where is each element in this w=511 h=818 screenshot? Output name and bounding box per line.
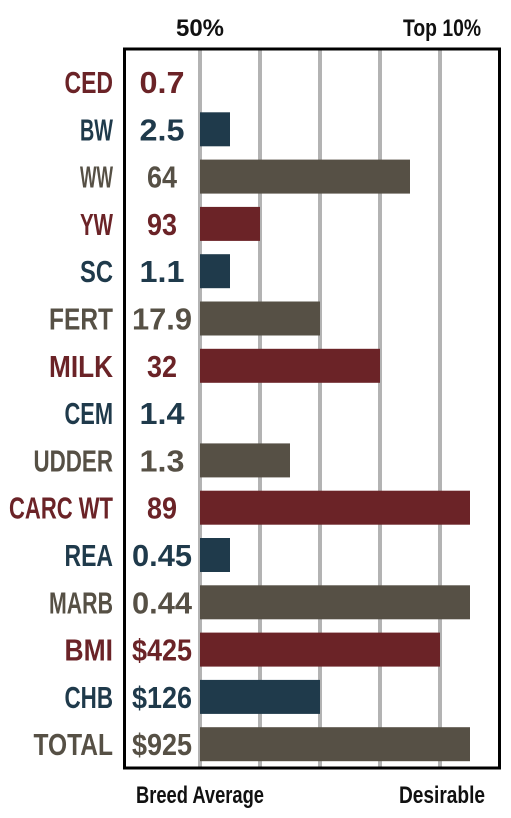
bar-rea: [200, 538, 230, 572]
trait-value: 1.4: [140, 396, 186, 431]
trait-label: CEM: [65, 396, 114, 431]
trait-value: $126: [132, 680, 192, 715]
trait-label: REA: [65, 538, 114, 573]
bars: [200, 112, 470, 762]
bar-fert: [200, 301, 320, 336]
trait-value: 93: [147, 207, 177, 242]
trait-value: 0.44: [132, 585, 193, 620]
trait-value: $425: [132, 633, 192, 668]
bar-sc: [200, 254, 230, 289]
trait-label: CARC WT: [9, 491, 113, 526]
bar-carc-wt: [200, 490, 470, 525]
trait-value: 0.7: [140, 65, 185, 100]
trait-label: TOTAL: [34, 727, 114, 762]
bottom-label-breed-average: Breed Average: [136, 782, 264, 809]
bar-total: [200, 727, 470, 762]
bar-bw: [200, 112, 230, 147]
trait-label: BMI: [65, 633, 114, 668]
trait-label: CED: [65, 65, 114, 100]
trait-label: YW: [80, 207, 113, 242]
top-label-top10: Top 10%: [403, 15, 481, 42]
trait-value: 1.1: [140, 254, 185, 289]
trait-value: 2.5: [140, 112, 185, 147]
trait-value: 32: [147, 349, 177, 384]
trait-value: 17.9: [132, 302, 192, 337]
trait-value: $925: [132, 727, 192, 762]
top-label-50: 50%: [176, 15, 224, 42]
bar-chb: [200, 679, 320, 714]
bar-bmi: [200, 632, 440, 667]
trait-label: SC: [80, 254, 113, 289]
trait-value: 0.45: [132, 538, 192, 573]
trait-value: 1.3: [140, 443, 185, 478]
chart-frame: [123, 47, 501, 770]
bar-marb: [200, 585, 470, 620]
bar-ww: [200, 159, 410, 194]
trait-label: WW: [80, 160, 113, 195]
bottom-label-desirable: Desirable: [399, 782, 485, 809]
bar-milk: [200, 348, 380, 383]
bar-yw: [200, 206, 260, 241]
bar-udder: [200, 443, 290, 478]
trait-label: CHB: [65, 680, 114, 715]
trait-values: 0.7 2.5 64 93 1.1 17.9 32 1.4 1.3 89 0.45 0.44 $425 $…: [132, 65, 193, 762]
trait-label: FERT: [49, 302, 113, 337]
trait-labels: CED BW WW YW SC FERT MILK CEM UDDER CARC WT REA MAR…: [9, 65, 114, 762]
trait-value: 89: [147, 491, 177, 526]
trait-label: UDDER: [34, 443, 114, 478]
trait-label: MILK: [49, 349, 114, 384]
trait-value: 64: [147, 160, 178, 195]
trait-label: MARB: [49, 585, 113, 620]
trait-label: BW: [80, 112, 113, 147]
